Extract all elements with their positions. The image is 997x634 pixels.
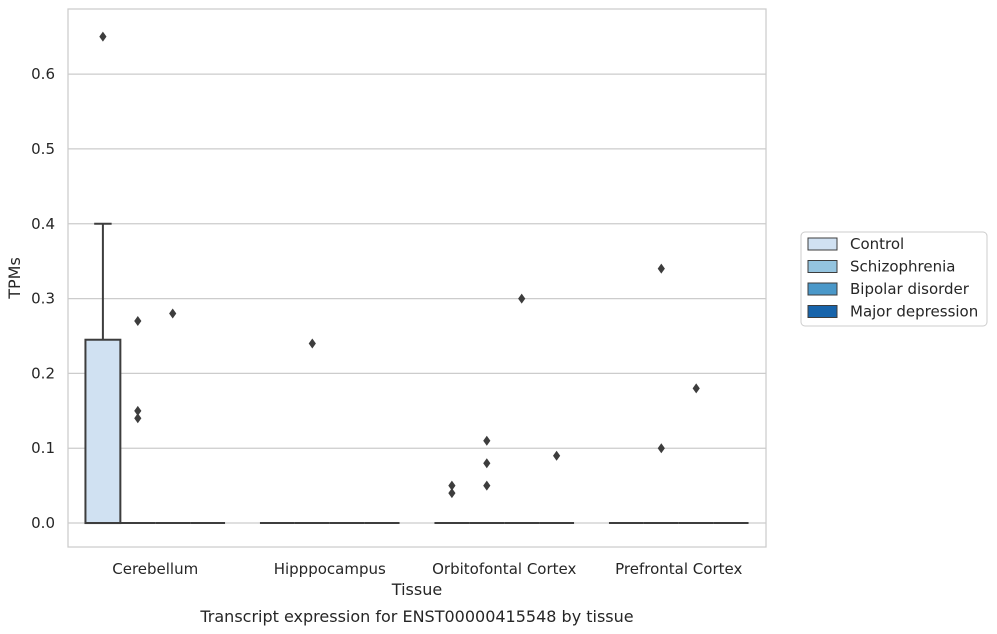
y-axis-label: TPMs	[5, 257, 24, 300]
outlier-point	[657, 263, 665, 274]
outlier-point	[134, 413, 142, 424]
legend-label: Major depression	[850, 303, 978, 321]
legend-label: Schizophrenia	[850, 258, 955, 276]
outlier-point	[134, 316, 142, 327]
legend-label: Control	[850, 235, 904, 253]
box	[84, 338, 122, 525]
outlier-point	[448, 480, 456, 491]
legend-swatch	[807, 260, 838, 273]
outlier-point	[657, 443, 665, 454]
x-axis-label: Tissue	[391, 580, 442, 599]
y-tick-label: 0.0	[31, 514, 55, 532]
y-tick-labels: 0.0 0.1 0.2 0.3 0.4 0.5 0.6	[31, 65, 55, 532]
y-tick-label: 0.2	[31, 364, 55, 382]
y-tick-label: 0.4	[31, 215, 55, 233]
legend-swatch	[807, 282, 838, 296]
outlier-point	[169, 308, 177, 319]
outlier-point	[692, 383, 700, 394]
y-tick-label: 0.1	[31, 439, 55, 457]
x-tick-labels: Cerebellum Hipppocampus Orbitofontal Corte…	[112, 560, 742, 578]
plot-background	[68, 9, 766, 547]
legend-swatch	[807, 305, 838, 318]
legend-label: Bipolar disorder	[850, 280, 970, 298]
plot-frame	[67, 8, 767, 548]
legend-frame	[800, 231, 988, 327]
legend-swatch	[807, 237, 838, 251]
outlier-point	[483, 458, 491, 469]
outlier-point	[308, 338, 316, 349]
box-series	[84, 31, 749, 525]
legend: Control Schizophrenia Bipolar disorder Majo…	[800, 231, 988, 327]
y-tick-label: 0.5	[31, 140, 55, 158]
grid-lines	[68, 73, 766, 524]
outlier-point	[99, 31, 107, 42]
x-tick-label: Cerebellum	[112, 560, 198, 578]
outlier-point	[483, 480, 491, 491]
outlier-point	[553, 450, 561, 461]
outlier-point	[483, 435, 491, 446]
x-tick-label: Orbitofontal Cortex	[432, 560, 576, 578]
outlier-point	[134, 405, 142, 416]
y-tick-label: 0.6	[31, 65, 55, 83]
x-tick-label: Prefrontal Cortex	[615, 560, 742, 578]
outlier-point	[448, 488, 456, 499]
x-tick-label: Hipppocampus	[274, 560, 386, 578]
figure-caption: Transcript expression for ENST0000041554…	[199, 607, 633, 626]
y-tick-label: 0.3	[31, 290, 55, 308]
outlier-point	[518, 293, 526, 304]
